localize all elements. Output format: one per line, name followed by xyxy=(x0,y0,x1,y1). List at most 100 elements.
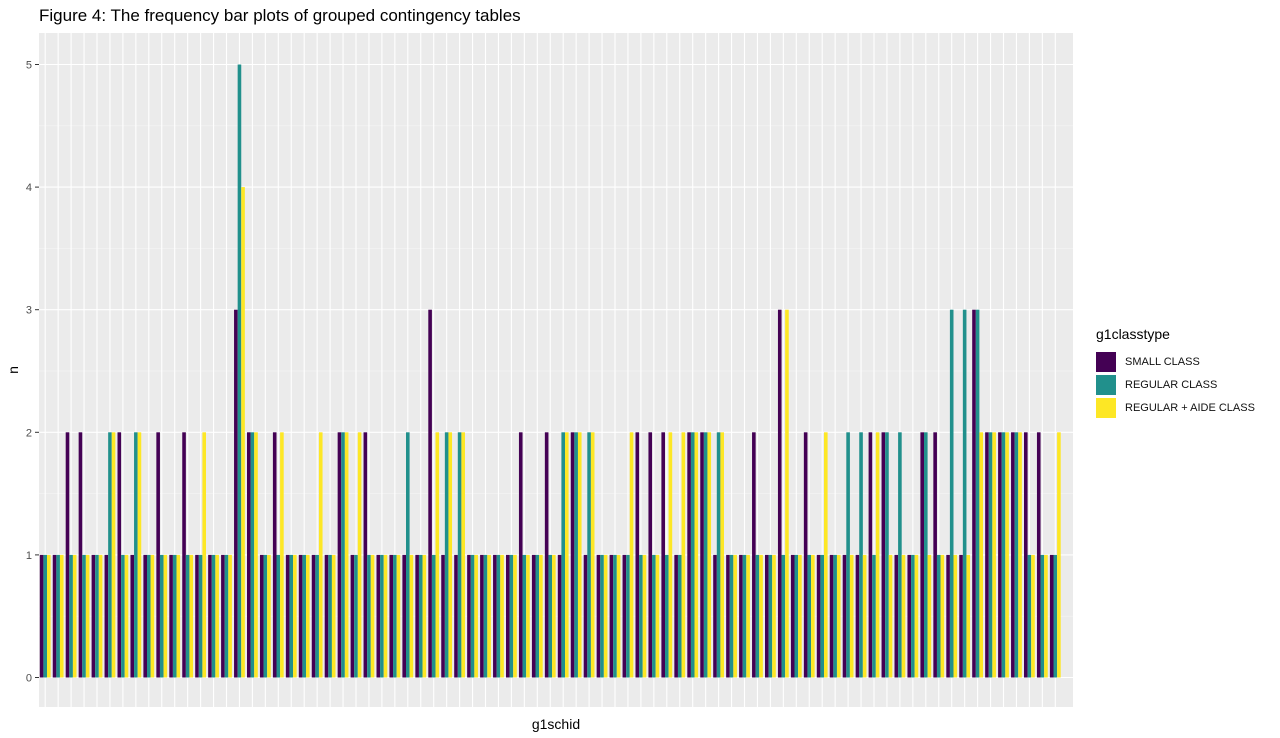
bar-small-class-25 xyxy=(363,432,368,678)
bar-small-class-60 xyxy=(816,554,821,678)
bar-small-class-35 xyxy=(493,554,497,678)
bar-regular-aide-class-47 xyxy=(655,554,660,678)
bar-regular-class-23 xyxy=(341,432,345,678)
bar-small-class-27 xyxy=(389,554,394,678)
bar-regular-aide-class-25 xyxy=(370,554,375,678)
bar-small-class-47 xyxy=(648,432,653,678)
bar-regular-class-29 xyxy=(418,554,423,678)
bar-regular-aide-class-44 xyxy=(616,554,621,678)
bar-small-class-52 xyxy=(713,554,717,678)
bar-small-class-58 xyxy=(790,554,795,678)
bar-regular-class-32 xyxy=(457,432,462,678)
bar-regular-class-21 xyxy=(315,554,319,678)
bar-regular-aide-class-24 xyxy=(357,432,362,678)
legend-label-regular-class: REGULAR CLASS xyxy=(1125,378,1218,391)
bar-small-class-12 xyxy=(195,554,199,678)
bar-small-class-8 xyxy=(143,554,147,678)
bar-regular-class-33 xyxy=(470,554,475,678)
bar-regular-aide-class-1 xyxy=(59,554,64,678)
bar-regular-class-22 xyxy=(328,554,332,678)
bar-regular-aide-class-9 xyxy=(163,554,168,678)
bar-regular-class-43 xyxy=(600,554,604,678)
bar-regular-class-68 xyxy=(924,432,928,678)
bar-small-class-66 xyxy=(894,554,899,678)
bar-regular-class-26 xyxy=(380,554,384,678)
y-tick-label: 1 xyxy=(26,550,32,562)
bar-regular-aide-class-68 xyxy=(927,554,932,678)
bar-regular-class-46 xyxy=(639,554,643,678)
bar-small-class-33 xyxy=(467,554,471,678)
bar-regular-class-11 xyxy=(185,554,190,678)
bar-regular-aide-class-76 xyxy=(1031,554,1035,678)
bar-small-class-23 xyxy=(337,432,342,678)
bar-regular-aide-class-78 xyxy=(1057,432,1061,678)
legend-label-regular-aide-class: REGULAR + AIDE CLASS xyxy=(1125,401,1255,414)
bar-regular-aide-class-0 xyxy=(47,554,51,678)
x-axis-label: g1schid xyxy=(532,716,580,732)
bar-regular-class-39 xyxy=(548,554,553,678)
bar-regular-class-62 xyxy=(846,432,850,678)
bar-regular-aide-class-42 xyxy=(590,432,595,678)
bar-small-class-32 xyxy=(454,554,458,678)
bar-regular-class-75 xyxy=(1014,432,1019,678)
bar-regular-aide-class-7 xyxy=(137,432,142,678)
bar-regular-aide-class-16 xyxy=(254,432,258,678)
bar-regular-aide-class-4 xyxy=(98,554,103,678)
bar-small-class-56 xyxy=(765,554,769,678)
bar-small-class-55 xyxy=(752,432,756,678)
bar-regular-class-66 xyxy=(898,432,902,678)
bar-small-class-10 xyxy=(169,554,173,678)
bar-regular-class-45 xyxy=(626,554,630,678)
bar-small-class-49 xyxy=(674,554,678,678)
bar-regular-class-60 xyxy=(820,554,824,678)
bar-regular-class-0 xyxy=(43,554,47,678)
bar-small-class-73 xyxy=(985,432,989,678)
legend-item-small-class: SMALL CLASS xyxy=(1096,350,1255,373)
bar-regular-class-61 xyxy=(833,554,837,678)
legend-item-regular-class: REGULAR CLASS xyxy=(1096,373,1255,396)
bar-regular-aide-class-75 xyxy=(1018,432,1022,678)
bar-regular-aide-class-10 xyxy=(176,554,181,678)
bar-regular-aide-class-34 xyxy=(487,554,491,678)
bar-regular-class-40 xyxy=(561,432,565,678)
bar-small-class-38 xyxy=(531,554,536,678)
bar-regular-class-78 xyxy=(1053,554,1058,678)
bar-small-class-50 xyxy=(687,432,691,678)
bar-small-class-14 xyxy=(221,554,225,678)
bar-regular-aide-class-52 xyxy=(720,432,724,678)
bar-regular-class-48 xyxy=(665,554,669,678)
bar-regular-aide-class-6 xyxy=(124,554,129,678)
bar-regular-class-50 xyxy=(690,432,695,678)
bar-small-class-11 xyxy=(182,432,186,678)
bar-regular-class-59 xyxy=(807,554,812,678)
bar-small-class-17 xyxy=(259,554,264,678)
legend-key-small-class xyxy=(1096,351,1116,372)
bar-regular-aide-class-26 xyxy=(383,554,388,678)
bar-regular-class-25 xyxy=(367,554,371,678)
bar-regular-aide-class-70 xyxy=(953,554,958,678)
bar-small-class-37 xyxy=(518,432,523,678)
bar-regular-class-65 xyxy=(885,432,889,678)
bar-regular-class-54 xyxy=(742,554,747,678)
bar-small-class-76 xyxy=(1024,432,1028,678)
bar-small-class-3 xyxy=(78,432,83,678)
bar-regular-class-4 xyxy=(95,554,99,678)
bar-regular-aide-class-3 xyxy=(85,554,90,678)
bar-regular-aide-class-11 xyxy=(189,554,194,678)
bar-small-class-18 xyxy=(272,432,277,678)
bar-regular-class-41 xyxy=(574,432,578,678)
bar-small-class-41 xyxy=(570,432,575,678)
bar-regular-class-69 xyxy=(936,554,941,678)
bar-regular-class-18 xyxy=(276,554,281,678)
bar-regular-class-76 xyxy=(1027,554,1032,678)
bar-regular-class-19 xyxy=(289,554,294,678)
bar-regular-aide-class-5 xyxy=(111,432,116,678)
bar-regular-class-56 xyxy=(768,554,773,678)
bar-small-class-71 xyxy=(959,554,963,678)
bar-regular-class-77 xyxy=(1040,554,1045,678)
legend-key-regular-class xyxy=(1096,374,1116,395)
bar-regular-aide-class-20 xyxy=(306,554,310,678)
bar-regular-class-42 xyxy=(587,432,591,678)
bar-regular-aide-class-72 xyxy=(979,432,983,678)
